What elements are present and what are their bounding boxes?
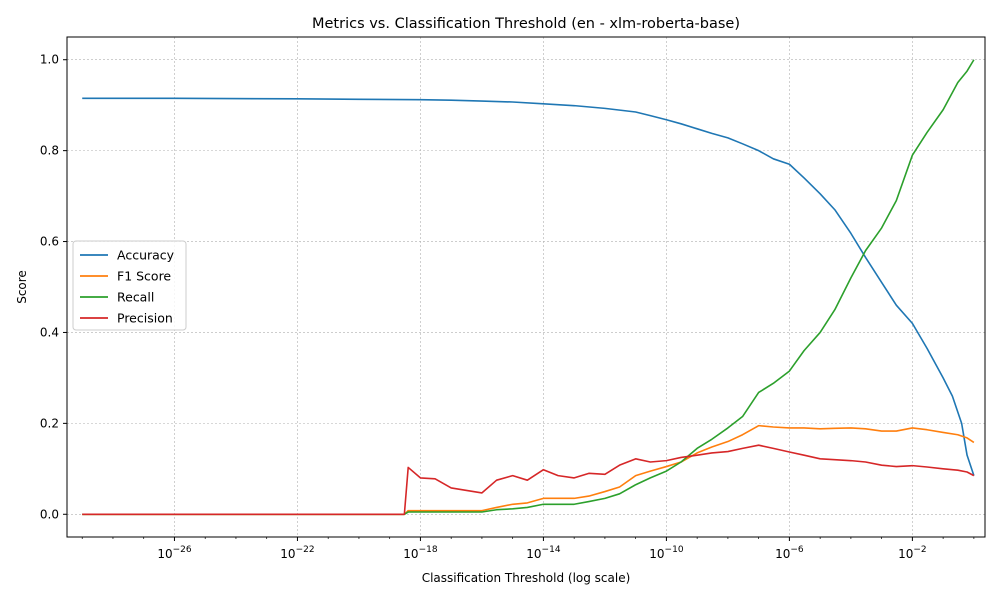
x-tick-label-exponent: −22 — [296, 545, 315, 555]
legend: Accuracy F1 Score Recall Precision — [72, 240, 187, 331]
x-tick-label-base: 10 — [649, 547, 664, 561]
grid-lines — [67, 37, 985, 537]
plot-frame — [66, 36, 986, 538]
x-axis-label: Classification Threshold (log scale) — [422, 571, 631, 585]
x-tick-label-base: 10 — [157, 547, 172, 561]
x-tick-label-exponent: −26 — [173, 545, 192, 555]
series-line-recall — [82, 59, 975, 516]
legend-label: Precision — [117, 311, 173, 326]
x-tick-label-base: 10 — [775, 547, 790, 561]
x-tick-label-exponent: −10 — [665, 545, 684, 555]
y-tick-label: 0.4 — [40, 325, 59, 339]
series-line-f1-score — [82, 424, 975, 516]
x-tick-label: 10−26 — [157, 545, 192, 561]
y-axis-label: Score — [15, 270, 29, 304]
y-tick-label: 0.8 — [40, 144, 59, 158]
x-tick-label-base: 10 — [403, 547, 418, 561]
legend-label: F1 Score — [117, 269, 171, 284]
x-tick-label-exponent: −14 — [542, 545, 561, 555]
x-tick-label: 10−22 — [280, 545, 314, 561]
y-tick-label: 0.0 — [40, 507, 59, 521]
x-tick-label-exponent: −6 — [790, 545, 804, 555]
x-axis-ticks: 10−26 10−22 10−18 10−14 10−10 10−6 10−2 — [81, 537, 975, 561]
x-tick-label: 10−6 — [775, 545, 804, 561]
x-tick-label: 10−14 — [526, 545, 561, 561]
x-tick-label-base: 10 — [898, 547, 913, 561]
x-tick-label: 10−2 — [898, 545, 927, 561]
x-tick-label-exponent: −18 — [419, 545, 438, 555]
y-tick-label: 0.6 — [40, 235, 59, 249]
chart-title: Metrics vs. Classification Threshold (en… — [312, 16, 740, 32]
x-tick-label-base: 10 — [280, 547, 295, 561]
y-axis-ticks: 0.0 0.2 0.4 0.6 0.8 1.0 — [40, 53, 67, 521]
x-tick-label: 10−10 — [649, 545, 684, 561]
x-tick-label-base: 10 — [526, 547, 541, 561]
y-tick-label: 0.2 — [40, 416, 59, 430]
x-tick-label: 10−18 — [403, 545, 438, 561]
x-tick-label-exponent: −2 — [913, 545, 926, 555]
series-lines — [82, 59, 975, 516]
legend-label: Recall — [117, 290, 154, 305]
legend-label: Accuracy — [117, 248, 175, 263]
y-tick-label: 1.0 — [40, 53, 59, 67]
series-line-accuracy — [82, 97, 975, 476]
legend-box — [72, 240, 187, 331]
series-line-precision — [82, 444, 975, 516]
